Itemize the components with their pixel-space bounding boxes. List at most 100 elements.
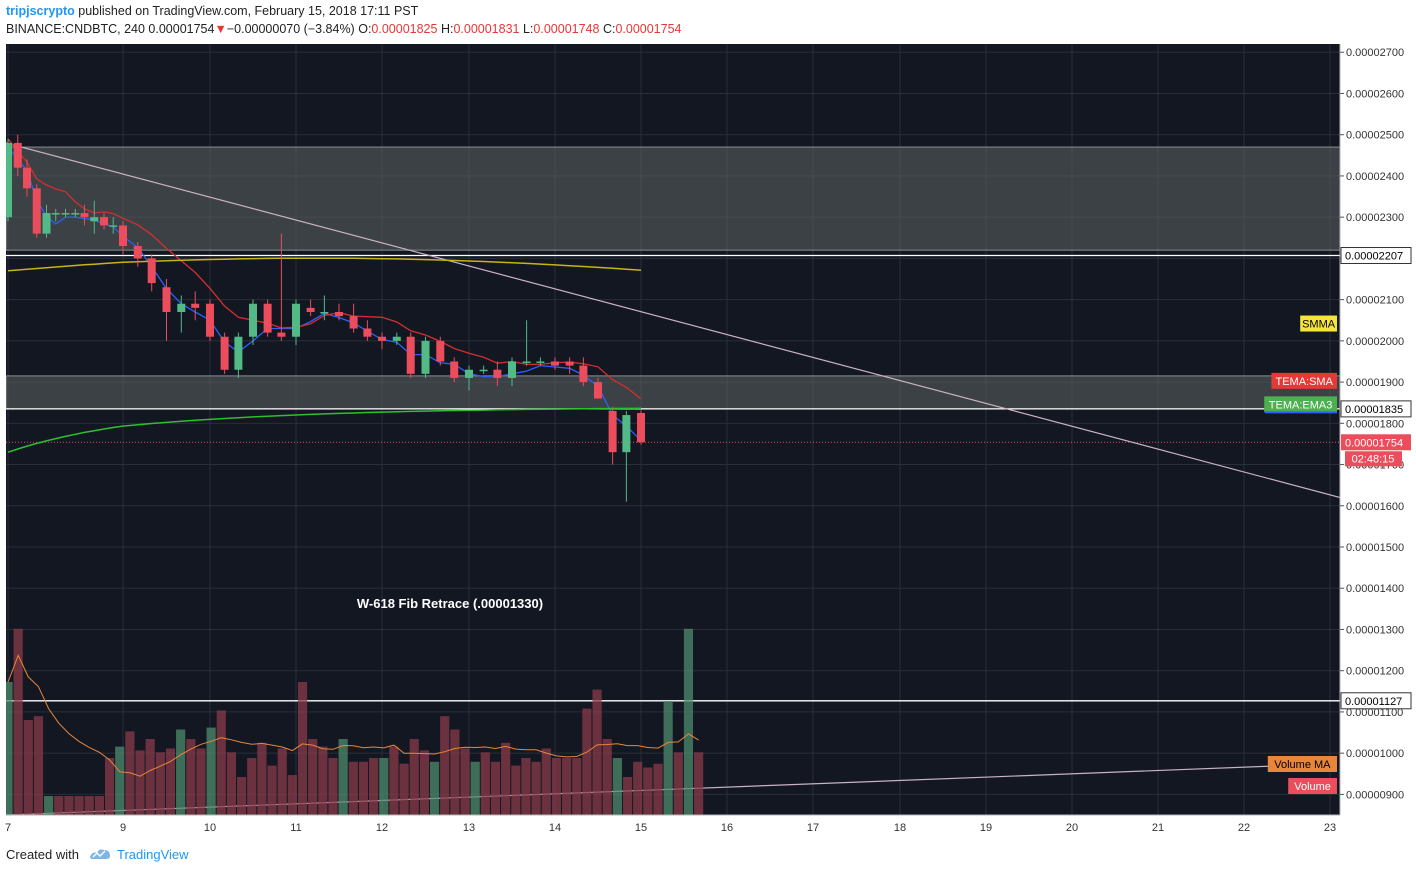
volume-bar	[145, 739, 155, 815]
candle-body	[220, 336, 229, 370]
volume-label-text: Volume MA	[1274, 759, 1331, 771]
level-price-box	[1340, 400, 1412, 418]
candle-body	[191, 303, 200, 308]
x-tick-label: 18	[894, 822, 906, 834]
y-tick-label: 0.00001000	[1346, 748, 1404, 760]
symbol-interval[interactable]: BINANCE:CNDBTC, 240	[6, 22, 145, 36]
volume-bar	[216, 710, 226, 815]
candle-body	[177, 303, 186, 312]
y-tick-label: 0.00001600	[1346, 501, 1404, 513]
candle-body	[508, 361, 516, 378]
volume-bar	[348, 761, 358, 815]
candle-body	[522, 361, 531, 363]
y-tick-label: 0.00001400	[1346, 583, 1404, 595]
high-value: 0.00001831	[453, 22, 520, 36]
volume-bar	[257, 742, 267, 815]
volume-bar	[389, 746, 399, 815]
x-tick-label: 17	[807, 822, 819, 834]
downtrend-line	[6, 142, 1340, 499]
candle-body	[536, 361, 545, 363]
close-label: C:	[602, 22, 616, 36]
author-link[interactable]: tripjscrypto	[6, 4, 75, 18]
candle-body	[608, 410, 617, 453]
indicator-label-box	[1264, 396, 1337, 413]
candle-body	[349, 316, 358, 329]
volume-bar	[663, 701, 673, 815]
published-text: published on TradingView.com, February 1…	[78, 4, 419, 18]
volume-bar	[206, 727, 216, 815]
volume-label-text: Volume	[1294, 781, 1331, 793]
volume-bar	[64, 796, 74, 815]
volume-bar	[338, 739, 348, 815]
volume-bar	[104, 758, 115, 815]
x-tick-label: 21	[1152, 822, 1164, 834]
candle-body	[363, 328, 372, 337]
volume-bar	[460, 748, 470, 815]
y-tick-label: 0.00001900	[1346, 377, 1404, 389]
candle-body	[263, 303, 272, 333]
volume-bar	[562, 758, 572, 815]
candle-body	[71, 213, 80, 215]
created-with-text: Created with	[6, 847, 79, 862]
candle-body	[277, 332, 286, 337]
volume-bar	[54, 796, 64, 815]
candle-body	[378, 336, 386, 341]
price-chart[interactable]: W-618 Fib Retrace (.00001330) SMMA TEMA:SM…	[0, 44, 1416, 838]
volume-bar	[165, 748, 176, 815]
candle-body	[421, 340, 430, 374]
countdown-text: 02:48:15	[1352, 453, 1395, 465]
volume-bar	[196, 748, 206, 815]
candle-body	[493, 369, 502, 378]
volume-bar	[23, 720, 33, 815]
x-tick-label: 14	[549, 822, 561, 834]
volume-bar	[450, 729, 460, 815]
volume-bar	[440, 716, 450, 815]
volume-bar	[541, 748, 551, 815]
open-value: 0.00001825	[371, 22, 438, 36]
y-tick-label: 0.00002500	[1346, 130, 1404, 142]
y-tick-label: 0.00002100	[1346, 295, 1404, 307]
volume-bar	[74, 796, 84, 815]
candle-body	[565, 361, 574, 366]
level-price-box	[1340, 692, 1412, 710]
candle-body	[206, 303, 214, 337]
volume-bar	[328, 758, 338, 815]
smma-line	[7, 257, 642, 272]
high-label: H:	[440, 22, 454, 36]
y-tick-label: 0.00001800	[1346, 418, 1404, 430]
candle-body	[594, 382, 602, 399]
volume-bar	[399, 763, 409, 815]
volume-bar	[94, 796, 104, 815]
volume-bar	[694, 752, 704, 815]
volume-bar	[6, 682, 13, 815]
y-tick-label: 0.00001300	[1346, 624, 1404, 636]
publish-info: tripjscrypto published on TradingView.co…	[6, 4, 418, 18]
candle-body	[147, 258, 156, 284]
x-tick-label: 10	[204, 822, 216, 834]
long-ma-line	[7, 407, 642, 453]
volume-bar	[501, 742, 511, 815]
volume-bar	[582, 708, 592, 815]
volume-bar	[379, 758, 389, 815]
low-value: 0.00001748	[533, 22, 600, 36]
x-tick-label: 20	[1066, 822, 1078, 834]
tradingview-brand-link[interactable]: TradingView	[117, 847, 189, 862]
candle-body	[450, 361, 459, 378]
ohlc-legend: BINANCE:CNDBTC, 240 0.00001754▼−0.000000…	[6, 22, 682, 36]
x-tick-label: 15	[635, 822, 647, 834]
candle-body	[465, 369, 473, 378]
price-axis-background	[1340, 44, 1416, 815]
chart-footer: Created with TradingView	[0, 838, 1416, 871]
volume-bar	[155, 752, 165, 815]
volume-bar	[297, 682, 308, 815]
volume-label-box	[1267, 756, 1337, 772]
indicator-label-box	[1300, 315, 1337, 332]
volume-bar	[683, 628, 694, 815]
chart-header: tripjscrypto published on TradingView.co…	[0, 0, 1416, 44]
volume-bar	[592, 689, 602, 815]
x-tick-label: 16	[721, 822, 733, 834]
volume-bar	[247, 758, 257, 815]
y-tick-label: 0.00002000	[1346, 336, 1404, 348]
candle-body	[306, 307, 315, 312]
open-label: O:	[358, 22, 372, 36]
